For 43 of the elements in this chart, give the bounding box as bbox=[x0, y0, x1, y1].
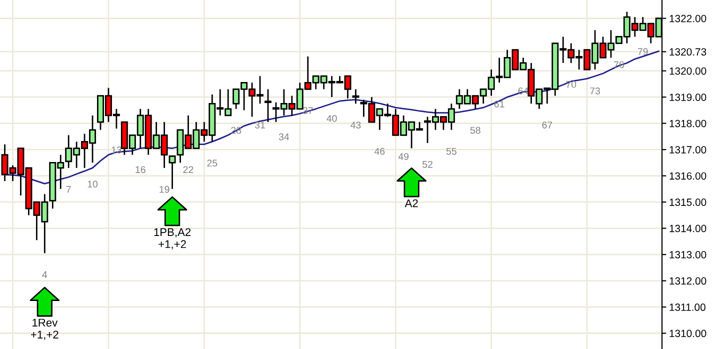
y-tick-label: 1315.00 bbox=[670, 198, 706, 206]
data-label: 1PB,A2 +1,+2 bbox=[154, 228, 191, 250]
y-tick-label: 1319.00 bbox=[670, 94, 706, 101]
y-tick-label: 1310.00 bbox=[670, 330, 706, 338]
x-tick-label: 10 bbox=[88, 180, 98, 188]
x-tick-label: 49 bbox=[398, 153, 409, 160]
x-tick-label: 7 bbox=[66, 186, 71, 193]
x-tick-label: 43 bbox=[350, 122, 361, 128]
candlestick bbox=[352, 88, 360, 104]
y-tick-label: 1320.73 bbox=[670, 48, 706, 56]
y-tick-label: 1313.00 bbox=[670, 251, 706, 258]
y-tick-label: 1322.00 bbox=[670, 14, 706, 22]
x-tick-label: 73 bbox=[590, 87, 600, 94]
candlestick bbox=[264, 88, 272, 123]
y-tick-label: 1320.00 bbox=[670, 67, 706, 75]
x-tick-label: 25 bbox=[207, 160, 218, 167]
x-tick-label: 61 bbox=[494, 100, 504, 108]
x-tick-label: 4 bbox=[42, 271, 48, 278]
x-tick-label: 52 bbox=[422, 160, 432, 168]
point bbox=[30, 286, 60, 317]
data-label: A2 bbox=[404, 199, 418, 208]
x-tick-label: 34 bbox=[278, 133, 290, 140]
x-tick-label: 79 bbox=[638, 48, 648, 56]
y-tick-label: 1314.00 bbox=[670, 224, 706, 232]
x-tick-label: 70 bbox=[566, 80, 576, 88]
x-tick-label: 46 bbox=[374, 148, 385, 155]
point bbox=[157, 196, 188, 226]
y-tick-label: 1316.00 bbox=[670, 172, 706, 180]
x-tick-label: 19 bbox=[160, 186, 170, 193]
candlestick bbox=[168, 155, 176, 190]
x-tick-label: 58 bbox=[470, 126, 480, 134]
data-label: 1Rev +1,+2 bbox=[30, 318, 58, 340]
x-tick-label: 67 bbox=[542, 122, 552, 128]
x-tick-label: 40 bbox=[326, 115, 337, 122]
y-tick-label: 1311.00 bbox=[670, 304, 706, 311]
x-tick-label: 55 bbox=[446, 148, 456, 155]
x-tick-label: 31 bbox=[254, 122, 265, 128]
x-tick-label: 22 bbox=[183, 166, 194, 173]
y-tick-label: 1312.00 bbox=[670, 277, 706, 285]
x-tick-label: 16 bbox=[136, 166, 146, 174]
point bbox=[396, 167, 426, 198]
y-tick-label: 1318.00 bbox=[670, 120, 706, 128]
y-tick-label: 1317.00 bbox=[670, 146, 706, 154]
